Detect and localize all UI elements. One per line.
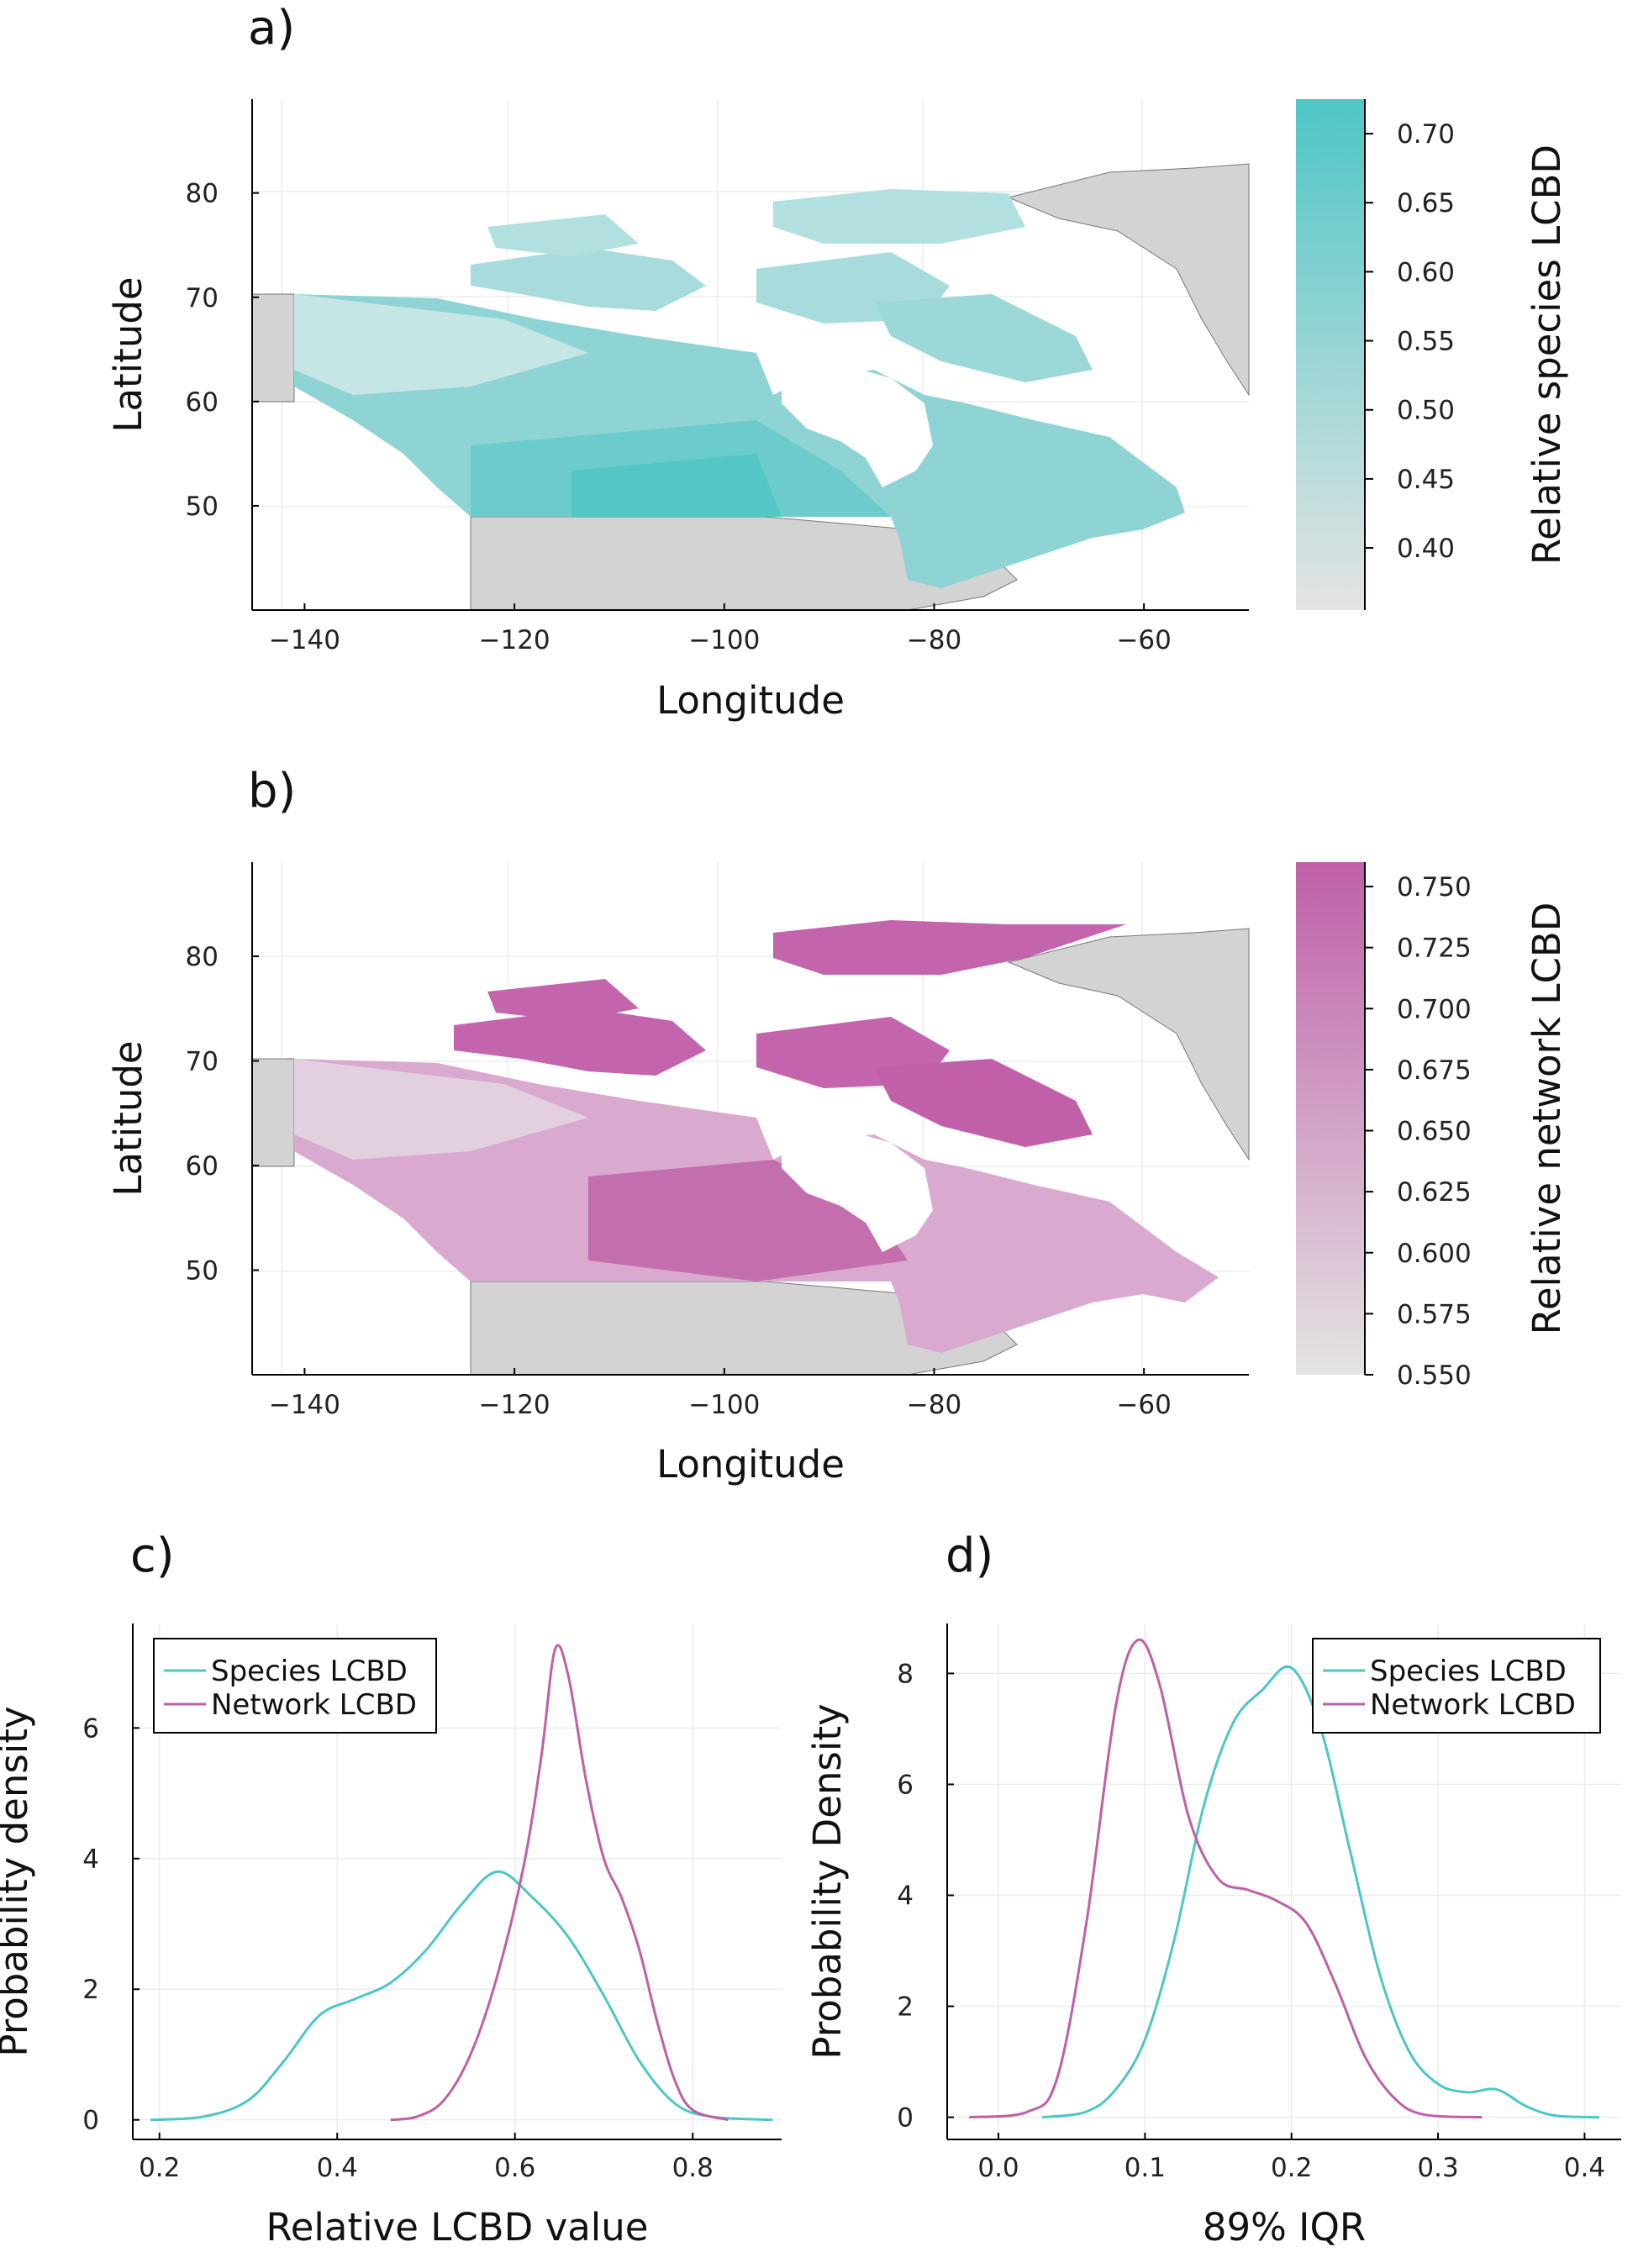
legend-box: [1312, 1638, 1601, 1734]
x-tick-label: 0.2: [139, 2153, 180, 2183]
y-tick-labels: 50 60 70 80: [186, 179, 259, 522]
x-tick-label: −60: [1116, 625, 1171, 655]
colorbar-ticks: 0.40 0.45 0.50 0.55 0.60 0.65 0.70: [1365, 119, 1455, 564]
x-tick-label: 0.8: [672, 2153, 714, 2183]
x-axis-label: Relative LCBD value: [266, 2205, 648, 2250]
colorbar-tick-label: 0.550: [1397, 1360, 1472, 1391]
y-tick-label: 50: [186, 1256, 219, 1287]
x-tick-label: −120: [479, 625, 550, 655]
colorbar-tick-label: 0.650: [1397, 1117, 1472, 1147]
colorbar-tick-label: 0.65: [1397, 188, 1455, 218]
y-tick-label: 60: [186, 1151, 219, 1181]
colorbar: [1296, 862, 1365, 1375]
panel-label: b): [248, 764, 296, 818]
panel-label: a): [248, 1, 295, 55]
map-axes: [251, 862, 1249, 1376]
y-axis-label: Probability density: [0, 1706, 36, 2056]
colorbar-tick-label: 0.575: [1397, 1299, 1472, 1329]
panel-label: c): [130, 1529, 175, 1583]
y-tick-label: 50: [186, 492, 219, 522]
series-line: [1042, 1665, 1599, 2119]
map-land: [251, 163, 1250, 611]
legend-label: Network LCBD: [211, 1688, 417, 1722]
x-tick-labels: −140 −120 −100 −80 −60: [269, 1368, 1172, 1420]
colorbar-tick-label: 0.50: [1397, 396, 1455, 426]
x-axis-label: 89% IQR: [1203, 2205, 1366, 2250]
density-panel-lcbd: c) 0.2 0.4 0.6 0.8 0 2 4 6 Relative LCBD value Pr…: [0, 1529, 782, 2250]
legend-label: Species LCBD: [1370, 1655, 1567, 1688]
series-line: [390, 1644, 729, 2122]
panel-label: d): [945, 1529, 993, 1583]
y-axis-label: Latitude: [106, 1040, 150, 1196]
colorbar-tick-label: 0.750: [1397, 872, 1472, 902]
x-tick-label: 0.3: [1417, 2153, 1458, 2183]
y-tick-label: 80: [186, 179, 219, 209]
x-tick-label: −80: [907, 625, 961, 655]
y-tick-label: 60: [186, 387, 219, 418]
colorbar-ticks: 0.550 0.575 0.600 0.625 0.650 0.675 0.700 0.725…: [1365, 872, 1472, 1391]
y-tick-label: 70: [186, 1047, 219, 1077]
y-tick-label: 0: [82, 2106, 99, 2136]
x-tick-label: −60: [1116, 1390, 1171, 1420]
y-tick-label: 2: [82, 1975, 99, 2005]
legend-box: [153, 1638, 437, 1734]
x-tick-label: 0.2: [1271, 2153, 1312, 2183]
density-panel-iqr: d) 0.0 0.1 0.2 0.3 0.4 0 2 4 6 8 89% IQR Probabilit…: [805, 1529, 1621, 2250]
x-tick-label: 0.4: [1564, 2153, 1605, 2183]
y-tick-label: 4: [82, 1844, 99, 1875]
colorbar-tick-label: 0.725: [1397, 934, 1472, 964]
colorbar-tick-label: 0.60: [1397, 257, 1455, 287]
x-tick-labels: −140 −120 −100 −80 −60: [269, 603, 1172, 655]
map-panel-species: a) −1: [106, 1, 1569, 723]
x-tick-label: −140: [269, 625, 340, 655]
x-tick-label: −100: [688, 1390, 760, 1420]
x-tick-label: −80: [907, 1390, 961, 1420]
x-tick-label: 0.0: [977, 2153, 1019, 2183]
y-tick-label: 2: [897, 1992, 914, 2023]
map-axes: [251, 99, 1249, 611]
colorbar-tick-label: 0.625: [1397, 1177, 1472, 1208]
series-line: [969, 1638, 1483, 2119]
y-axis-label: Probability Density: [805, 1703, 850, 2059]
y-tick-label: 6: [897, 1770, 914, 1800]
y-axis-label: Latitude: [106, 276, 150, 432]
colorbar-tick-label: 0.70: [1397, 119, 1455, 150]
map-land: [251, 920, 1250, 1376]
colorbar-tick-label: 0.600: [1397, 1239, 1472, 1269]
colorbar-tick-label: 0.40: [1397, 534, 1455, 564]
colorbar-label: Relative species LCBD: [1525, 145, 1569, 565]
y-tick-label: 8: [897, 1659, 914, 1689]
y-tick-labels: 50 60 70 80: [186, 942, 259, 1287]
colorbar-tick-label: 0.675: [1397, 1055, 1472, 1086]
y-tick-label: 80: [186, 942, 219, 972]
colorbar-tick-label: 0.45: [1397, 465, 1455, 495]
legend-label: Network LCBD: [1370, 1688, 1576, 1722]
x-tick-label: −100: [688, 625, 760, 655]
y-tick-label: 6: [82, 1713, 99, 1744]
colorbar-tick-label: 0.700: [1397, 994, 1472, 1024]
series-line: [150, 1870, 773, 2122]
colorbar-tick-label: 0.55: [1397, 327, 1455, 357]
x-tick-label: −140: [269, 1390, 340, 1420]
x-axis-label: Longitude: [656, 678, 845, 723]
legend-label: Species LCBD: [211, 1655, 408, 1688]
y-tick-label: 0: [897, 2103, 914, 2134]
y-tick-label: 70: [186, 283, 219, 313]
x-tick-label: −120: [479, 1390, 550, 1420]
x-axis-label: Longitude: [656, 1442, 845, 1487]
colorbar: [1296, 99, 1365, 610]
x-tick-label: 0.4: [317, 2153, 358, 2183]
colorbar-label: Relative network LCBD: [1525, 902, 1569, 1335]
y-tick-label: 4: [897, 1881, 914, 1912]
x-tick-label: 0.1: [1124, 2153, 1166, 2183]
x-tick-label: 0.6: [494, 2153, 535, 2183]
